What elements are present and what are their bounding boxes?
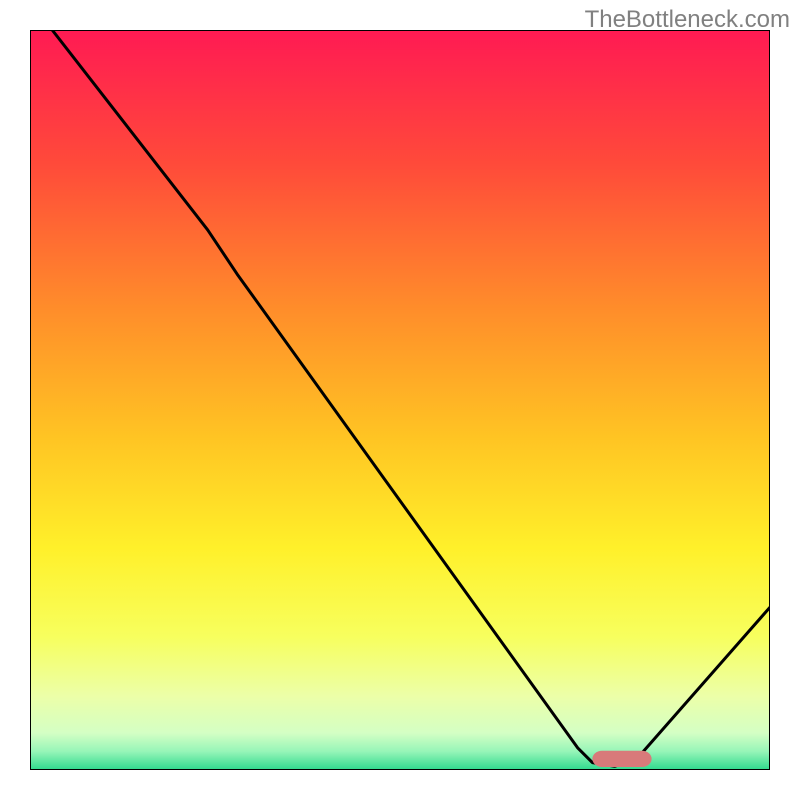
bottleneck-chart-container: { "watermark": "TheBottleneck.com", "cha… bbox=[0, 0, 800, 800]
plot-background bbox=[30, 30, 770, 770]
optimal-marker bbox=[592, 751, 651, 767]
bottleneck-plot bbox=[30, 30, 770, 770]
